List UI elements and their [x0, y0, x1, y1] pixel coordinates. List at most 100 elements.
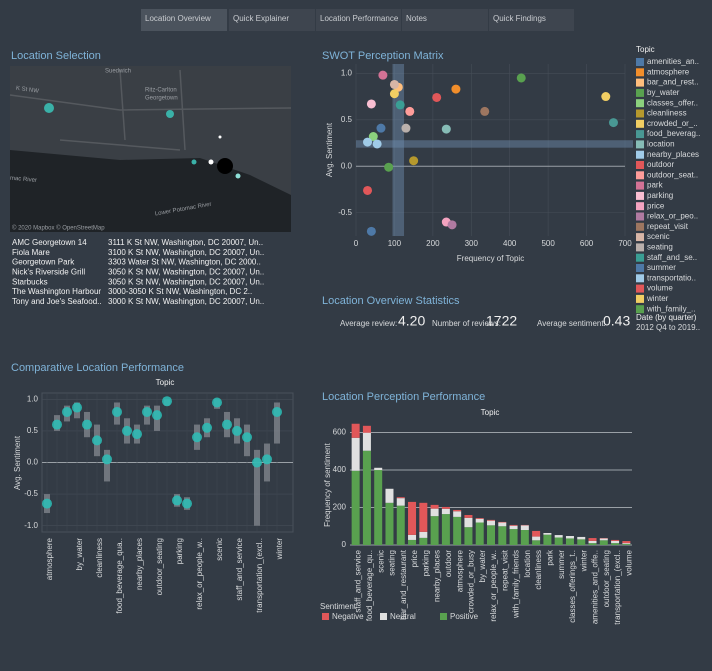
tab-label[interactable]: Quick Findings [493, 14, 546, 23]
x-tick-label: parking [175, 538, 184, 564]
legend-title: Sentiment [320, 602, 357, 611]
bubble [232, 425, 242, 436]
legend-swatch [636, 99, 644, 108]
legend-swatch [636, 150, 644, 159]
location-name: Nick's Riverside Grill [12, 268, 85, 277]
map-marker[interactable] [166, 110, 174, 118]
bar-segment [351, 437, 360, 471]
y-tick-label: 0.5 [341, 115, 353, 124]
bar-segment [396, 498, 405, 506]
map-marker[interactable] [235, 173, 241, 179]
top-label: Topic [156, 378, 175, 387]
y-tick-label: -1.0 [24, 521, 38, 530]
map-label: Suedwich [105, 69, 131, 75]
date-filter-title: Date (by quarter) [636, 313, 697, 322]
bubble [152, 410, 162, 421]
x-tick-label: 600 [580, 239, 594, 248]
bubble [42, 498, 52, 509]
tab[interactable] [489, 9, 574, 31]
location-address: 3111 K St NW, Washington, DC 20007, Un.. [108, 238, 263, 247]
reference-band [392, 64, 405, 236]
legend-swatch [636, 284, 644, 293]
map-label: Ritz-Carlton [145, 88, 177, 94]
bar-segment [532, 540, 541, 545]
bar-segment [419, 531, 428, 538]
map-attribution: © 2020 Mapbox © OpenStreetMap [12, 225, 105, 232]
legend-swatch [636, 181, 644, 190]
bar-segment [419, 537, 428, 545]
bar-segment [396, 497, 405, 499]
chart-title: Location Perception Performance [322, 391, 485, 403]
legend-swatch [636, 119, 644, 128]
legend-label: food_beverag.. [647, 129, 700, 138]
legend-swatch [636, 264, 644, 272]
legend-swatch [636, 88, 644, 97]
legend-swatch [636, 212, 644, 221]
bar-segment [453, 511, 462, 517]
y-axis-label: Frequency of sentiment [323, 442, 332, 526]
top-label: Topic [481, 408, 500, 417]
stat-label: Number of reviews: [432, 319, 501, 328]
map-marker[interactable] [191, 159, 197, 165]
bar-segment [599, 540, 608, 545]
tab-label[interactable]: Location Overview [145, 14, 211, 23]
legend-label: Neutral [390, 612, 416, 621]
tab[interactable] [316, 9, 401, 31]
bar-segment [430, 508, 439, 517]
box [274, 402, 280, 444]
bar-segment [509, 529, 518, 545]
stats-title: Location Overview Statistics [322, 295, 460, 307]
legend-label: relax_or_peo.. [647, 212, 698, 221]
bar-segment [464, 515, 473, 518]
point [363, 185, 373, 195]
y-tick-label: 0.0 [27, 458, 39, 467]
map-marker[interactable] [44, 103, 54, 113]
point [441, 124, 451, 134]
x-tick-label: 400 [503, 239, 517, 248]
bar-segment [554, 537, 563, 545]
chart-title: Comparative Location Performance [11, 362, 184, 374]
bar-segment [622, 543, 631, 545]
tab[interactable] [229, 9, 315, 31]
point [409, 156, 419, 166]
point [432, 92, 442, 102]
tab-label[interactable]: Location Performance [320, 14, 399, 23]
legend-label: amenities_an.. [647, 57, 699, 66]
x-tick-label: winter [579, 550, 588, 573]
bar-segment [520, 530, 529, 545]
bubble [262, 454, 272, 465]
y-tick-label: 600 [333, 428, 347, 437]
bubble [92, 435, 102, 446]
map-marker[interactable] [208, 159, 214, 165]
location-name: Starbucks [12, 277, 48, 286]
bubble [242, 432, 252, 443]
x-tick-label: 700 [618, 239, 632, 248]
tab[interactable] [141, 9, 227, 31]
legend-title: Topic [636, 45, 655, 54]
box [104, 449, 110, 482]
bar-segment [453, 516, 462, 545]
bar-segment [532, 530, 541, 537]
point [480, 106, 490, 116]
x-axis-label: Frequency of Topic [457, 254, 524, 263]
legend-label: cleanliness [647, 109, 687, 118]
bar-segment [611, 543, 620, 545]
tab-label[interactable]: Notes [406, 14, 427, 23]
map-label: Georgetown [145, 96, 178, 102]
x-tick-label: bar_and_restaurant [399, 549, 408, 620]
x-tick-label: atmosphere [455, 549, 464, 592]
bar-segment [565, 536, 574, 539]
x-tick-label: staff_and_service [354, 549, 363, 612]
tab[interactable] [402, 9, 488, 31]
bubble [182, 498, 192, 509]
point [405, 106, 415, 116]
bubble [272, 406, 282, 417]
map-marker[interactable] [218, 135, 222, 139]
x-tick-label: outdoor [444, 550, 453, 577]
tab-label[interactable]: Quick Explainer [233, 14, 289, 23]
bubble [142, 406, 152, 417]
bar-segment [588, 543, 597, 545]
bar-segment [351, 470, 360, 545]
bubble [102, 454, 112, 465]
